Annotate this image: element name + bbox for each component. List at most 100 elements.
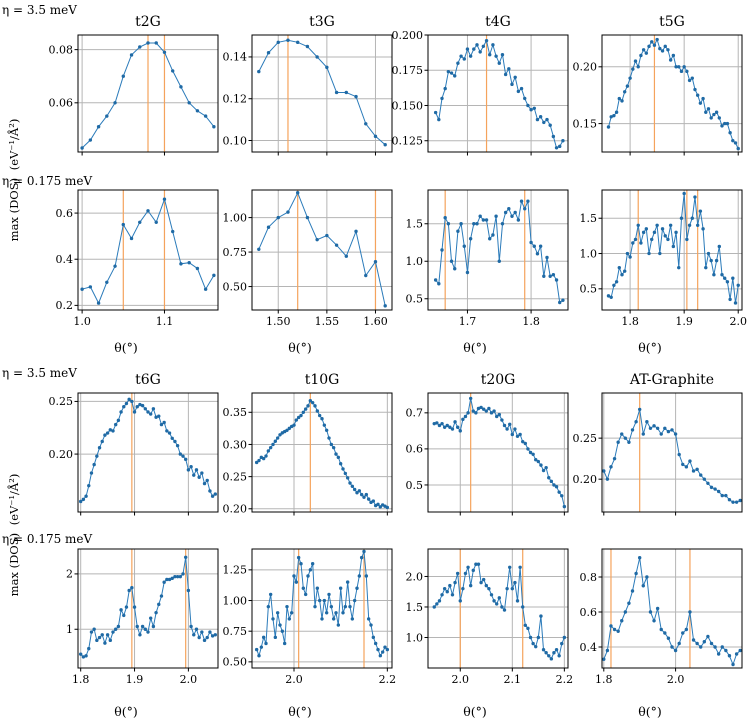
data-point: [614, 280, 619, 284]
data-point: [631, 67, 635, 71]
data-point: [257, 458, 261, 463]
data-point: [487, 406, 491, 411]
data-point: [324, 428, 329, 433]
data-point: [348, 604, 352, 609]
axes-frame: [427, 548, 569, 669]
data-point: [513, 427, 517, 431]
series-line: [435, 199, 564, 304]
data-point: [462, 57, 466, 61]
data-point: [630, 428, 635, 432]
data-point: [562, 635, 567, 640]
data-point: [159, 422, 164, 427]
data-point: [350, 484, 355, 488]
data-point: [633, 59, 638, 63]
data-point: [679, 216, 684, 220]
axes-frame: [77, 189, 219, 311]
data-point: [548, 274, 552, 278]
data-point: [432, 421, 436, 426]
series-line: [433, 563, 565, 660]
data-point: [203, 287, 208, 291]
eta-label-row2: η = 0.175 meV: [2, 174, 93, 188]
data-point: [189, 465, 193, 469]
data-point: [286, 38, 290, 42]
data-point: [179, 85, 183, 89]
data-point: [466, 565, 470, 570]
data-point: [92, 627, 96, 631]
data-point: [96, 301, 101, 305]
data-point: [108, 638, 113, 643]
data-point: [677, 641, 681, 646]
data-point: [468, 396, 473, 401]
data-point: [484, 409, 488, 413]
data-point: [458, 599, 462, 603]
data-point: [116, 418, 121, 423]
data-point: [286, 210, 290, 214]
data-point: [336, 455, 341, 460]
data-point: [691, 638, 696, 642]
data-point: [652, 230, 657, 235]
data-point: [489, 593, 494, 597]
data-point: [189, 624, 193, 629]
data-point: [385, 647, 390, 652]
data-point: [275, 436, 280, 440]
data-point: [355, 491, 359, 495]
data-point: [210, 634, 215, 638]
data-point: [127, 588, 131, 593]
data-point: [519, 86, 524, 91]
data-point: [716, 489, 721, 494]
data-point: [371, 635, 376, 640]
xlabel-top-col1: θ(°): [114, 340, 138, 355]
data-point: [315, 409, 320, 413]
axes-frame: [251, 392, 393, 513]
data-point: [138, 45, 142, 49]
data-point: [345, 580, 350, 584]
panel-12: 0.20 0.25 AT-Graphite: [573, 372, 743, 516]
data-point: [502, 423, 507, 428]
data-point: [357, 489, 362, 493]
data-point: [636, 65, 640, 69]
y-tick-label: 0.30: [223, 438, 248, 451]
data-point: [544, 651, 548, 655]
data-point: [690, 216, 694, 220]
data-point: [681, 462, 685, 467]
data-point: [491, 43, 495, 47]
data-point: [685, 69, 689, 74]
data-point: [720, 124, 724, 128]
data-point: [609, 465, 613, 469]
data-point: [518, 432, 522, 437]
data-point: [684, 465, 689, 469]
data-point: [97, 635, 102, 640]
data-point: [648, 426, 653, 430]
y-tick-label: 0.15: [573, 117, 598, 130]
series-line: [258, 191, 386, 307]
data-point: [195, 109, 200, 113]
y-tick-label: 0.6: [56, 207, 74, 220]
data-point: [352, 598, 357, 603]
y-tick-label: 0.5: [406, 293, 424, 306]
data-point: [714, 258, 719, 263]
data-point: [175, 574, 180, 579]
data-point: [709, 116, 713, 120]
x-tick-label: 2.2: [556, 673, 574, 686]
data-point: [652, 43, 657, 47]
data-point: [481, 44, 486, 48]
data-point: [254, 460, 259, 465]
data-point: [508, 565, 512, 570]
data-point: [691, 469, 696, 473]
data-point: [538, 115, 543, 119]
xlabel-bottom-col1: θ(°): [114, 704, 138, 719]
data-point: [385, 505, 390, 510]
data-point: [731, 138, 735, 143]
data-point: [183, 555, 188, 560]
data-point: [200, 630, 204, 634]
data-point: [663, 426, 667, 430]
data-point: [639, 53, 643, 58]
data-point: [287, 426, 292, 431]
panel-title: t4G: [485, 14, 511, 30]
data-point: [121, 74, 125, 78]
data-point: [489, 411, 494, 415]
data-point: [80, 146, 84, 150]
data-point: [547, 476, 551, 480]
data-point: [494, 214, 498, 218]
data-point: [551, 134, 556, 139]
